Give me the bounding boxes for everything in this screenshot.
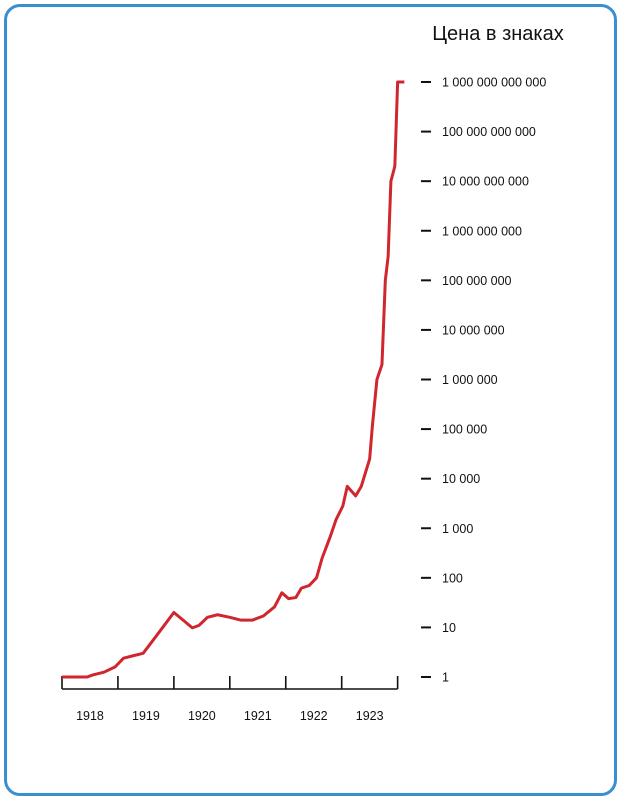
- y-tick-label-4: 10 000: [442, 472, 480, 486]
- y-axis-title: Цена в знаках: [432, 23, 563, 45]
- y-tick-label-11: 100 000 000 000: [442, 125, 536, 139]
- y-tick-label-10: 10 000 000 000: [442, 175, 529, 189]
- y-tick-label-2: 100: [442, 571, 463, 585]
- x-tick-label-0: 1918: [76, 709, 104, 723]
- y-tick-label-3: 1 000: [442, 522, 473, 536]
- y-tick-label-1: 10: [442, 621, 456, 635]
- y-tick-label-0: 1: [442, 671, 449, 685]
- y-tick-label-5: 100 000: [442, 423, 487, 437]
- x-tick-label-2: 1920: [188, 709, 216, 723]
- y-axis: 1 10 100 1 000 10 000 100 000 1 000 000 10 000 …: [421, 76, 546, 685]
- y-tick-label-9: 1 000 000 000: [442, 224, 522, 238]
- y-tick-label-7: 10 000 000: [442, 323, 505, 337]
- y-tick-label-12: 1 000 000 000 000: [442, 76, 546, 90]
- x-axis: 1918 1919 1920 1921 1922 1923: [61, 676, 399, 723]
- x-tick-label-3: 1921: [244, 709, 272, 723]
- chart: Цена в знаках 1 10 100 1 000 10 000 100 000 1 …: [61, 23, 564, 723]
- series-layer: [62, 80, 405, 679]
- y-tick-label-8: 100 000 000: [442, 274, 512, 288]
- x-tick-label-1: 1919: [132, 709, 160, 723]
- series-line-0: [62, 80, 405, 679]
- x-tick-label-5: 1923: [356, 709, 384, 723]
- y-tick-label-6: 1 000 000: [442, 373, 498, 387]
- chart-frame: [4, 4, 617, 796]
- x-tick-label-4: 1922: [300, 709, 328, 723]
